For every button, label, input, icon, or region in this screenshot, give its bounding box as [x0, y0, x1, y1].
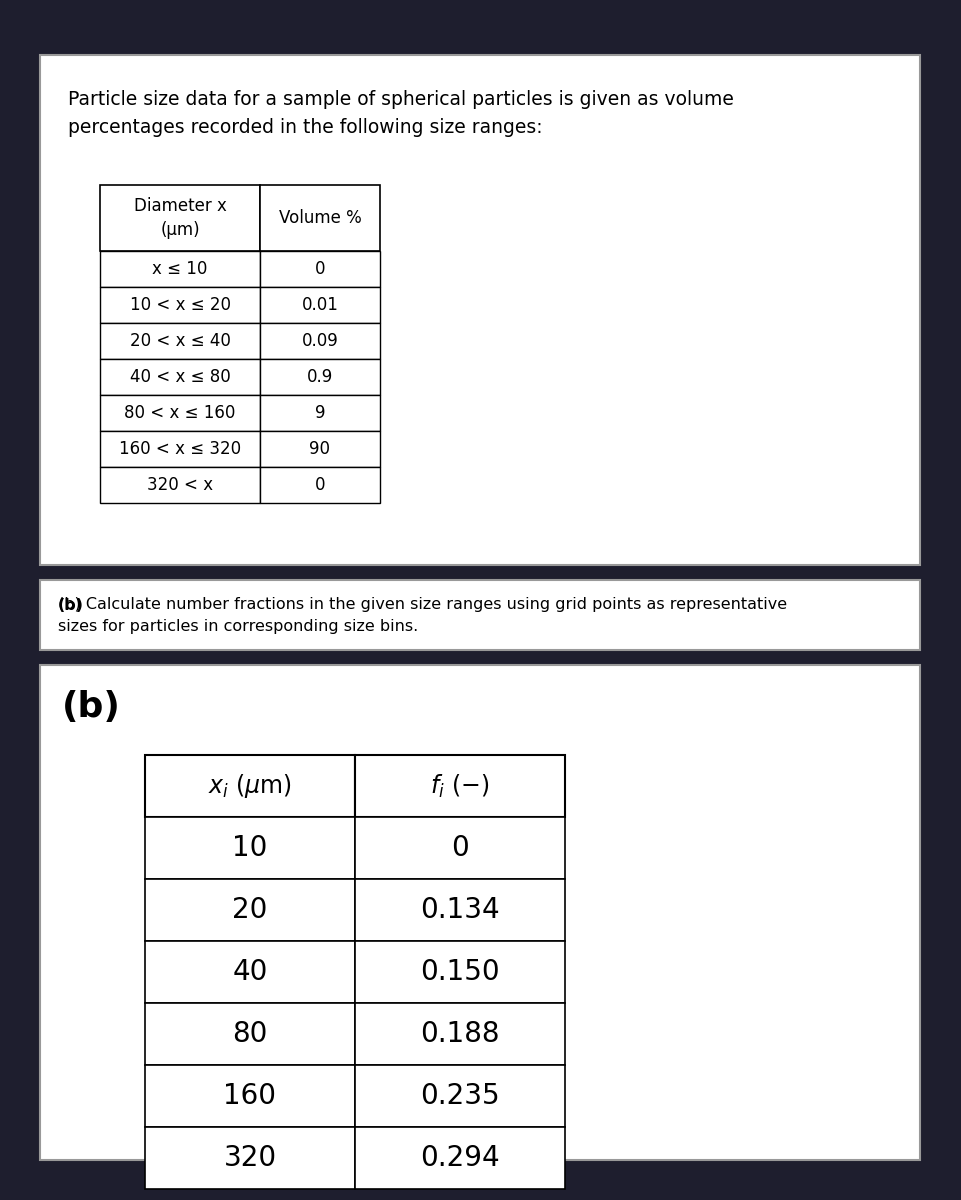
Text: 160 < x ≤ 320: 160 < x ≤ 320: [119, 440, 241, 458]
Text: 0.235: 0.235: [420, 1082, 500, 1110]
Text: 20 < x ≤ 40: 20 < x ≤ 40: [130, 332, 231, 350]
Text: 0.9: 0.9: [307, 368, 333, 386]
Text: Particle size data for a sample of spherical particles is given as volume
percen: Particle size data for a sample of spher…: [68, 90, 734, 137]
Text: 0.294: 0.294: [420, 1144, 500, 1172]
Text: 0.09: 0.09: [302, 332, 338, 350]
Text: 80: 80: [233, 1020, 268, 1048]
Text: 10 < x ≤ 20: 10 < x ≤ 20: [130, 296, 231, 314]
Text: 9: 9: [315, 404, 325, 422]
Bar: [40, 580, 920, 650]
Bar: [355, 878, 565, 941]
Bar: [260, 323, 380, 359]
Text: (b): (b): [58, 598, 84, 612]
Text: 40: 40: [233, 958, 268, 986]
Bar: [100, 323, 260, 359]
Text: (b): (b): [62, 690, 121, 724]
Bar: [355, 1127, 565, 1189]
Bar: [260, 467, 380, 503]
Text: $x_i\ (\mu\mathrm{m})$: $x_i\ (\mu\mathrm{m})$: [208, 772, 292, 800]
Text: 0: 0: [315, 260, 325, 278]
Text: sizes for particles in corresponding size bins.: sizes for particles in corresponding siz…: [58, 618, 418, 634]
Bar: [145, 941, 355, 1003]
Bar: [100, 251, 260, 287]
Bar: [145, 817, 355, 878]
Bar: [355, 817, 565, 878]
Text: 10: 10: [233, 834, 268, 862]
Text: 0: 0: [315, 476, 325, 494]
Bar: [100, 287, 260, 323]
Bar: [260, 251, 380, 287]
Text: Diameter x
(μm): Diameter x (μm): [134, 197, 227, 239]
Bar: [145, 878, 355, 941]
Bar: [40, 55, 920, 565]
Text: $f_i\ (-)$: $f_i\ (-)$: [431, 773, 490, 799]
Text: 0.150: 0.150: [420, 958, 500, 986]
Bar: [355, 941, 565, 1003]
Text: 160: 160: [224, 1082, 277, 1110]
Text: 320 < x: 320 < x: [147, 476, 213, 494]
Bar: [100, 467, 260, 503]
Bar: [355, 755, 565, 817]
Bar: [260, 431, 380, 467]
Bar: [145, 755, 355, 817]
Text: 0.188: 0.188: [420, 1020, 500, 1048]
Bar: [355, 1003, 565, 1066]
Text: Volume %: Volume %: [279, 209, 361, 227]
Bar: [100, 185, 260, 251]
Bar: [145, 1127, 355, 1189]
Bar: [100, 431, 260, 467]
Text: x ≤ 10: x ≤ 10: [152, 260, 208, 278]
Bar: [260, 395, 380, 431]
Text: (b) Calculate number fractions in the given size ranges using grid points as rep: (b) Calculate number fractions in the gi…: [58, 598, 787, 612]
Bar: [260, 185, 380, 251]
Bar: [260, 359, 380, 395]
Text: 320: 320: [224, 1144, 277, 1172]
Text: 20: 20: [233, 896, 268, 924]
Bar: [145, 1066, 355, 1127]
Text: 0: 0: [451, 834, 469, 862]
Text: 0.134: 0.134: [420, 896, 500, 924]
Bar: [100, 359, 260, 395]
Bar: [355, 1066, 565, 1127]
Text: 40 < x ≤ 80: 40 < x ≤ 80: [130, 368, 231, 386]
Bar: [260, 287, 380, 323]
Bar: [100, 395, 260, 431]
Text: 0.01: 0.01: [302, 296, 338, 314]
Bar: [40, 665, 920, 1160]
Bar: [145, 1003, 355, 1066]
Text: 80 < x ≤ 160: 80 < x ≤ 160: [124, 404, 235, 422]
Text: 90: 90: [309, 440, 331, 458]
